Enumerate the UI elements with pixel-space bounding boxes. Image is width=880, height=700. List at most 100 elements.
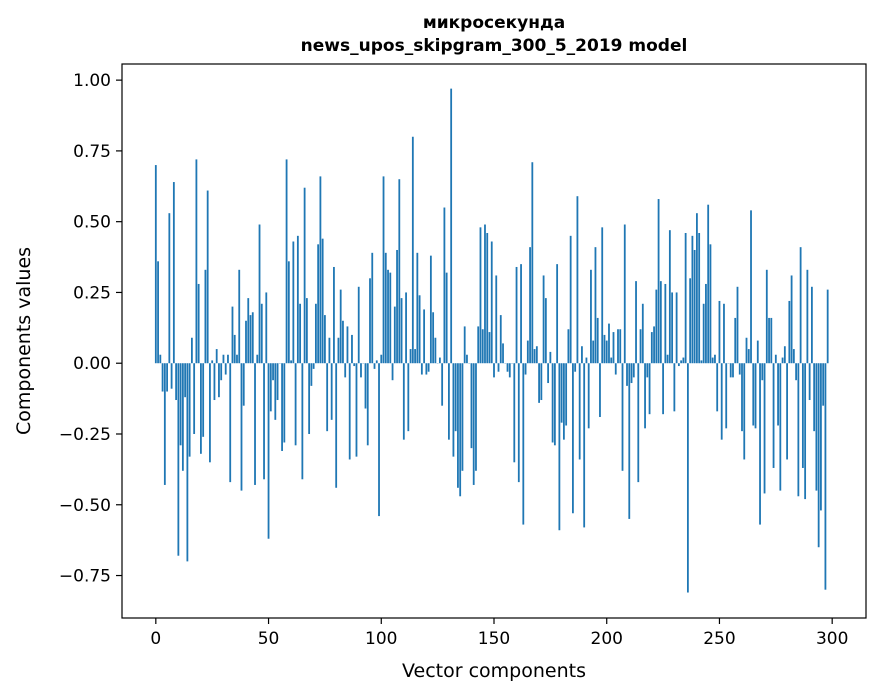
- bar-1: [157, 261, 159, 363]
- bar-89: [356, 363, 358, 456]
- bar-114: [412, 137, 414, 363]
- bar-131: [450, 89, 452, 364]
- bar-277: [779, 363, 781, 490]
- bar-2: [159, 355, 161, 363]
- bar-86: [349, 363, 351, 459]
- bar-104: [389, 273, 391, 364]
- bar-85: [347, 326, 349, 363]
- bar-287: [802, 363, 804, 468]
- bar-5: [166, 363, 168, 391]
- bar-95: [369, 278, 371, 363]
- bar-282: [791, 275, 793, 363]
- bar-210: [628, 363, 630, 519]
- bars-group: [155, 89, 829, 593]
- bar-225: [662, 363, 664, 414]
- bar-133: [455, 363, 457, 431]
- bar-295: [820, 363, 822, 510]
- bar-80: [335, 363, 337, 488]
- bar-7: [171, 363, 173, 388]
- bar-102: [385, 253, 387, 363]
- bar-199: [604, 335, 606, 363]
- bar-110: [403, 363, 405, 439]
- x-tick-label: 150: [478, 629, 510, 649]
- bar-78: [331, 363, 333, 420]
- bar-108: [398, 179, 400, 363]
- bar-204: [615, 363, 617, 374]
- bar-26: [214, 363, 216, 400]
- bar-237: [689, 278, 691, 363]
- bar-186: [574, 363, 576, 371]
- bar-106: [394, 307, 396, 364]
- bar-183: [567, 329, 569, 363]
- bar-40: [245, 321, 247, 363]
- bar-201: [608, 324, 610, 364]
- bar-202: [610, 358, 612, 364]
- bar-271: [766, 270, 768, 363]
- bar-103: [387, 270, 389, 363]
- bar-4: [164, 363, 166, 485]
- bar-57: [283, 363, 285, 442]
- bar-112: [407, 363, 409, 431]
- bar-126: [439, 358, 441, 364]
- bar-246: [710, 244, 712, 363]
- bar-97: [374, 363, 376, 369]
- bar-73: [319, 176, 321, 363]
- bar-39: [243, 363, 245, 405]
- bar-291: [811, 287, 813, 363]
- bar-240: [696, 213, 698, 363]
- bar-162: [520, 264, 522, 363]
- bar-250: [719, 301, 721, 363]
- bar-38: [241, 363, 243, 490]
- bar-50: [268, 363, 270, 539]
- bar-184: [570, 236, 572, 363]
- y-tick-label: −0.75: [59, 567, 111, 587]
- bar-163: [522, 363, 524, 524]
- bar-94: [367, 363, 369, 445]
- bar-239: [694, 250, 696, 363]
- bar-289: [806, 270, 808, 363]
- bar-101: [383, 176, 385, 363]
- bar-113: [410, 349, 412, 363]
- bar-221: [653, 326, 655, 363]
- bar-248: [714, 355, 716, 363]
- bar-247: [712, 358, 714, 364]
- bar-245: [707, 205, 709, 364]
- bar-170: [538, 363, 540, 403]
- bar-279: [784, 346, 786, 363]
- bar-161: [518, 363, 520, 482]
- bar-51: [270, 363, 272, 411]
- bar-111: [405, 292, 407, 363]
- bar-66: [304, 188, 306, 364]
- bar-90: [358, 287, 360, 363]
- bar-284: [795, 363, 797, 380]
- bar-87: [351, 335, 353, 363]
- bar-244: [705, 284, 707, 363]
- y-tick-label: 0.75: [73, 142, 111, 162]
- bar-127: [441, 363, 443, 405]
- bar-215: [640, 329, 642, 363]
- bar-60: [290, 360, 292, 363]
- bar-68: [308, 363, 310, 434]
- bar-203: [613, 332, 615, 363]
- bar-190: [583, 363, 585, 527]
- bar-193: [590, 270, 592, 363]
- y-tick-label: 0.25: [73, 283, 111, 303]
- bar-238: [691, 236, 693, 363]
- x-tick-label: 200: [591, 629, 623, 649]
- bar-175: [549, 352, 551, 363]
- bar-144: [480, 227, 482, 363]
- bar-241: [698, 233, 700, 363]
- bar-56: [281, 363, 283, 451]
- bar-35: [234, 335, 236, 363]
- x-tick-label: 300: [816, 629, 848, 649]
- bar-29: [220, 363, 222, 380]
- bar-212: [633, 363, 635, 377]
- y-tick-label: −0.50: [59, 496, 111, 516]
- bar-12: [182, 363, 184, 471]
- bar-10: [177, 363, 179, 555]
- bar-243: [703, 304, 705, 363]
- bar-147: [486, 233, 488, 363]
- bar-14: [186, 363, 188, 561]
- bar-62: [295, 363, 297, 445]
- bar-49: [265, 292, 267, 363]
